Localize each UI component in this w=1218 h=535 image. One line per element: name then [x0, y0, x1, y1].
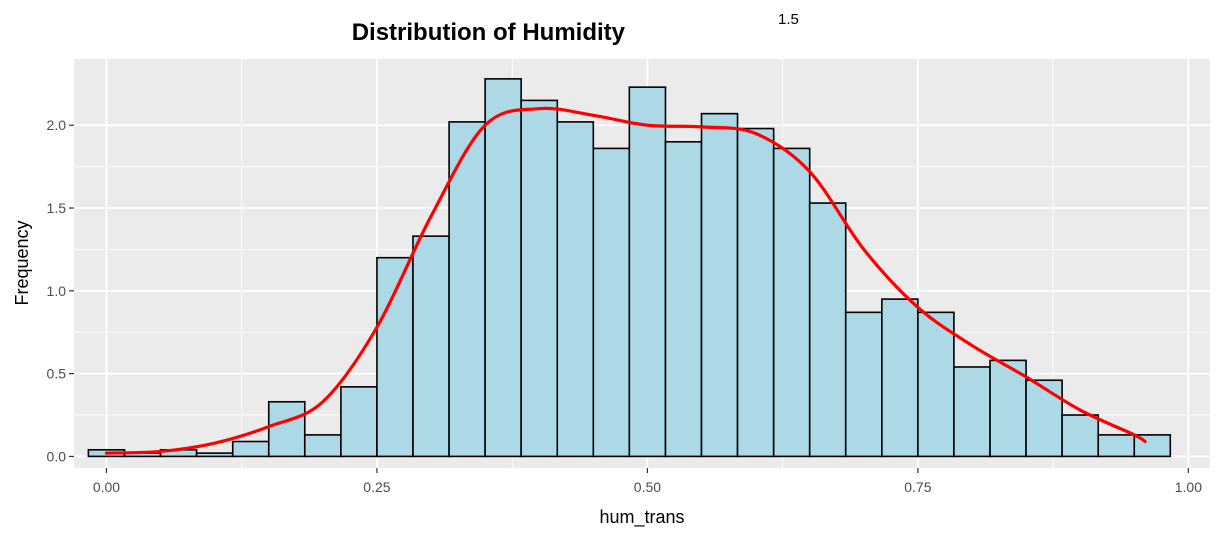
x-tick-label: 0.50	[634, 479, 661, 495]
chart-title-superscript: 1.5	[778, 11, 799, 28]
histogram-bar	[1097, 434, 1136, 458]
histogram-bar	[231, 440, 270, 458]
histogram-bar	[303, 434, 342, 458]
histogram-bar	[484, 78, 522, 458]
histogram-bar	[1061, 414, 1100, 458]
histogram-bar	[412, 235, 450, 458]
x-tick-label: 0.25	[363, 479, 390, 495]
y-tick-label: 0.5	[47, 366, 67, 382]
histogram-bar	[664, 140, 703, 458]
x-tick-label: 1.00	[1175, 479, 1202, 495]
y-tick-label: 1.5	[47, 200, 67, 216]
histogram-bar	[267, 400, 306, 458]
histogram-bar	[628, 86, 667, 458]
x-tick-label: 0.00	[93, 479, 120, 495]
histogram-bar	[881, 298, 919, 458]
x-axis-title: hum_trans	[599, 507, 684, 528]
x-axis-ticks: 0.00 0.25 0.50 0.75 1.00	[93, 468, 1202, 495]
y-tick-label: 2.0	[47, 117, 67, 133]
density-curve	[104, 106, 1147, 455]
y-axis-ticks: 0.0 0.5 1.0 1.5 2.0	[47, 117, 74, 464]
y-tick-label: 1.0	[47, 283, 67, 299]
chart-title: Distribution of Humidity	[352, 19, 626, 46]
histogram-bar	[448, 121, 486, 458]
histogram-bar	[736, 127, 775, 458]
histogram-bar	[376, 256, 414, 458]
histogram-bar	[917, 311, 955, 458]
histogram-bar	[592, 147, 631, 458]
histogram-bar	[1025, 379, 1063, 458]
histogram-bar	[953, 366, 991, 458]
histogram-bar	[772, 147, 811, 458]
histogram-bar	[520, 99, 559, 458]
y-axis-title: Frequency	[12, 220, 32, 305]
histogram-bar	[700, 112, 739, 458]
histogram-bar	[195, 452, 234, 458]
histogram-bar	[556, 121, 595, 458]
histogram-bar	[340, 386, 378, 458]
histogram-bar	[844, 311, 883, 458]
histogram-bar	[808, 202, 847, 458]
x-tick-label: 0.75	[904, 479, 931, 495]
histogram-bars	[87, 78, 1172, 458]
y-tick-label: 0.0	[47, 448, 67, 464]
